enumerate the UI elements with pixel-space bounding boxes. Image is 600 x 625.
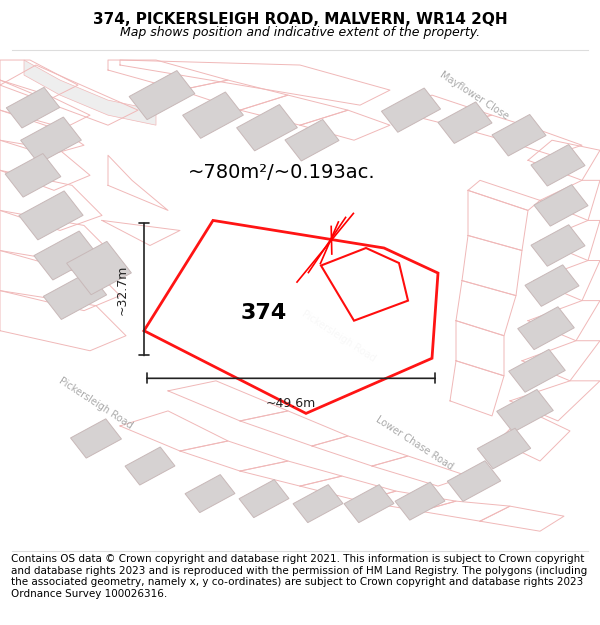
Text: Lower Chase Road: Lower Chase Road bbox=[373, 415, 455, 472]
Text: Contains OS data © Crown copyright and database right 2021. This information is : Contains OS data © Crown copyright and d… bbox=[11, 554, 587, 599]
Polygon shape bbox=[43, 272, 107, 319]
Text: 374: 374 bbox=[241, 303, 287, 323]
Polygon shape bbox=[518, 307, 574, 349]
Text: ~32.7m: ~32.7m bbox=[116, 264, 129, 314]
Polygon shape bbox=[531, 144, 585, 186]
Text: Pickersleigh Road: Pickersleigh Road bbox=[58, 376, 134, 431]
Polygon shape bbox=[182, 92, 244, 138]
Polygon shape bbox=[395, 482, 445, 520]
Polygon shape bbox=[239, 479, 289, 518]
Polygon shape bbox=[6, 88, 60, 128]
Polygon shape bbox=[24, 60, 156, 125]
Polygon shape bbox=[34, 231, 98, 280]
Polygon shape bbox=[19, 191, 83, 240]
Polygon shape bbox=[438, 102, 492, 143]
Polygon shape bbox=[185, 474, 235, 512]
Polygon shape bbox=[236, 104, 298, 151]
Polygon shape bbox=[67, 241, 131, 295]
Polygon shape bbox=[534, 184, 588, 226]
Polygon shape bbox=[344, 484, 394, 522]
Polygon shape bbox=[525, 265, 579, 306]
Polygon shape bbox=[531, 225, 585, 266]
Text: Map shows position and indicative extent of the property.: Map shows position and indicative extent… bbox=[120, 26, 480, 39]
Text: 374, PICKERSLEIGH ROAD, MALVERN, WR14 2QH: 374, PICKERSLEIGH ROAD, MALVERN, WR14 2Q… bbox=[92, 12, 508, 28]
Polygon shape bbox=[129, 71, 195, 119]
Polygon shape bbox=[20, 117, 82, 163]
Text: Pickersleigh Road: Pickersleigh Road bbox=[301, 308, 377, 363]
Polygon shape bbox=[509, 349, 565, 392]
Polygon shape bbox=[293, 484, 343, 522]
Polygon shape bbox=[5, 154, 61, 197]
Polygon shape bbox=[497, 389, 553, 432]
Polygon shape bbox=[382, 88, 440, 132]
Text: Mayflower Close: Mayflower Close bbox=[438, 69, 510, 121]
Polygon shape bbox=[125, 447, 175, 485]
Polygon shape bbox=[321, 248, 408, 321]
Text: ~780m²/~0.193ac.: ~780m²/~0.193ac. bbox=[188, 163, 376, 182]
Polygon shape bbox=[477, 428, 531, 469]
Polygon shape bbox=[285, 119, 339, 161]
Polygon shape bbox=[144, 221, 438, 413]
Polygon shape bbox=[71, 419, 121, 458]
Polygon shape bbox=[447, 461, 501, 501]
Polygon shape bbox=[492, 114, 546, 156]
Text: ~49.6m: ~49.6m bbox=[266, 398, 316, 411]
